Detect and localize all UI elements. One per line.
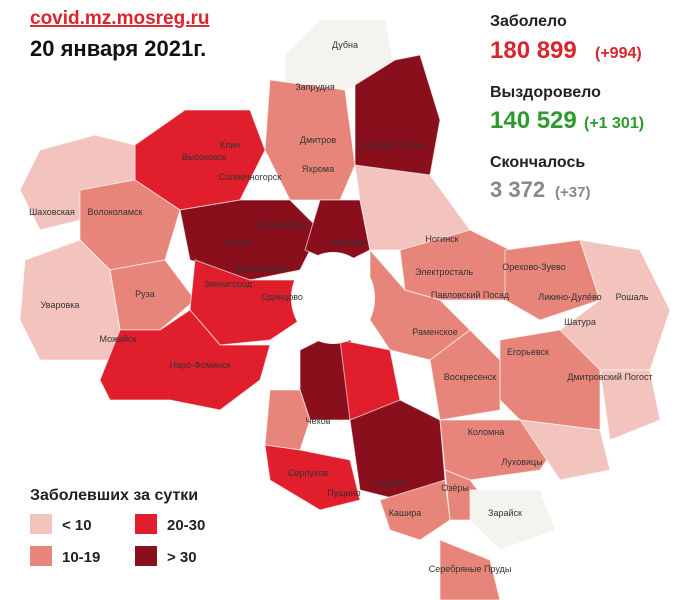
place-label: Руза [135,289,155,299]
legend-swatch [135,514,157,534]
date: 20 января 2021г. [30,36,206,61]
stat-label: Скончалось [490,154,585,171]
stat-label: Выздоровело [490,84,601,101]
place-label: Мытищи [330,237,366,247]
place-label: Воскресенск [444,372,496,382]
place-label: Шатура [564,317,596,327]
stats: Заболело 180 899 (+994) Выздоровело 140 … [490,13,644,202]
place-label: Яхрома [302,164,334,174]
place-label: Озёры [441,483,469,493]
place-label: Красногорск [236,264,287,274]
region [379,479,451,541]
legend-swatch [30,514,52,534]
place-label: Серпухов [288,468,328,478]
region [304,199,371,266]
place-label: Волоколамск [88,207,143,217]
place-label: Запрудня [295,82,335,92]
place-label: Чехов [306,416,331,426]
place-label: Зеленоград [258,220,308,230]
place-label: Высоковск [182,152,226,162]
region [599,369,661,441]
place-label: Егорьевск [507,347,549,357]
region [264,389,311,451]
place-labels: Дубна Запрудня Дмитров Яхрома Сергиев По… [29,40,653,574]
place-label: Раменское [412,327,457,337]
place-label: Дмитров [300,135,336,145]
place-label: Электросталь [415,267,473,277]
stat-change: (+37) [555,184,590,201]
place-label: Луховицы [501,457,542,467]
place-label: Пущино [327,488,360,498]
legend-label: > 30 [167,549,197,566]
region [504,239,601,321]
region [99,309,271,411]
place-label: Уваровка [41,300,80,310]
stat-change: (+1 301) [584,115,644,132]
place-label: Коломна [468,427,505,437]
moscow [291,252,375,344]
place-label: Солнечногорск [219,172,281,182]
region [469,489,556,551]
region [264,444,361,511]
place-label: Дмитровский Погост [567,372,652,382]
place-label: Истра [225,237,250,247]
legend-label: 10-19 [62,549,100,566]
legend: Заболевших за сутки < 10 10-19 20-30 > 30 [30,487,205,566]
place-label: Шаховская [29,207,75,217]
place-label: Зарайск [488,508,522,518]
place-label: Серебряные Пруды [429,564,512,574]
place-label: Павловский Посад [431,290,510,300]
legend-title: Заболевших за сутки [30,487,198,504]
stat-value: 180 899 [490,37,577,64]
legend-swatch [30,546,52,566]
place-label: Одинцово [261,292,303,302]
stat-value: 140 529 [490,107,577,134]
legend-swatch [135,546,157,566]
place-label: Наро-Фоминск [170,360,231,370]
stat-label: Заболело [490,13,567,30]
header: covid.mz.mosreg.ru 20 января 2021г. [30,8,210,61]
place-label: Сергиев Посад [360,140,424,150]
place-label: Орехово-Зуево [502,262,565,272]
place-label: Ступино [372,478,407,488]
place-label: Рошаль [616,292,649,302]
legend-label: 20-30 [167,517,205,534]
source: covid.mz.mosreg.ru [30,8,210,29]
place-label: Кашира [389,508,422,518]
region [439,539,501,600]
place-label: Ногинск [425,234,458,244]
legend-label: < 10 [62,517,92,534]
region [518,419,611,481]
place-label: Звенигород [204,279,253,289]
place-label: Можайск [100,334,137,344]
place-label: Клин [220,140,241,150]
stat-value: 3 372 [490,177,545,202]
place-label: Дубна [332,40,358,50]
place-label: Ликино-Дулёво [538,292,601,302]
map [19,19,671,600]
stat-change: (+994) [595,45,642,62]
